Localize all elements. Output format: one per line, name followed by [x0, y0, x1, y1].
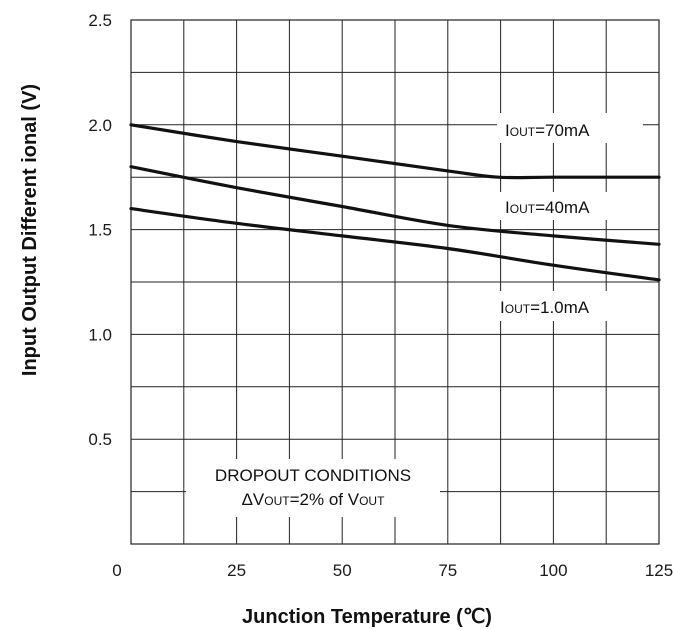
dropout-conditions-note: DROPOUT CONDITIONS ΔVOUT=2% of VOUT: [215, 466, 411, 509]
series-label-1: IOUT=40mA: [505, 198, 590, 217]
x-tick-label: 125: [645, 561, 673, 580]
series-labels: IOUT=70mA IOUT=40mA IOUT=1.0mA: [500, 121, 590, 317]
series-line-1: [129, 165, 661, 246]
x-tick-label: 100: [539, 561, 567, 580]
series-label-2: IOUT=1.0mA: [500, 298, 590, 317]
y-tick-label: 1.5: [88, 221, 112, 240]
x-tick-label: 0: [112, 561, 121, 580]
x-tick-label: 75: [438, 561, 457, 580]
annotation-background: [186, 113, 643, 517]
note-line-2: ΔVOUT=2% of VOUT: [242, 490, 386, 509]
x-tick-labels: 0 25 50 75 100 125: [112, 561, 673, 580]
note-background: [186, 459, 440, 517]
plot-frame: [130, 19, 660, 545]
y-tick-label: 1.0: [88, 325, 112, 344]
y-tick-label: 2.5: [88, 11, 112, 30]
y-tick-labels: 0.5 1.0 1.5 2.0 2.5: [88, 11, 112, 449]
series-lines: [129, 123, 661, 282]
y-axis-title: Input Output Different ional (V): [19, 84, 41, 376]
x-tick-label: 50: [333, 561, 352, 580]
note-line-1: DROPOUT CONDITIONS: [215, 466, 411, 485]
series-line-2: [129, 207, 661, 282]
x-tick-label: 25: [227, 561, 246, 580]
plot-area-border: [130, 19, 660, 545]
grid: [131, 20, 659, 544]
x-axis-title: Junction Temperature (℃): [242, 606, 492, 628]
y-tick-label: 2.0: [88, 116, 112, 135]
series-line-0: [129, 123, 661, 180]
y-tick-label: 0.5: [88, 430, 112, 449]
series-label-0: IOUT=70mA: [505, 121, 590, 140]
series-label-background: [497, 192, 633, 220]
series-label-background: [497, 113, 643, 143]
series-label-background: [492, 291, 626, 321]
